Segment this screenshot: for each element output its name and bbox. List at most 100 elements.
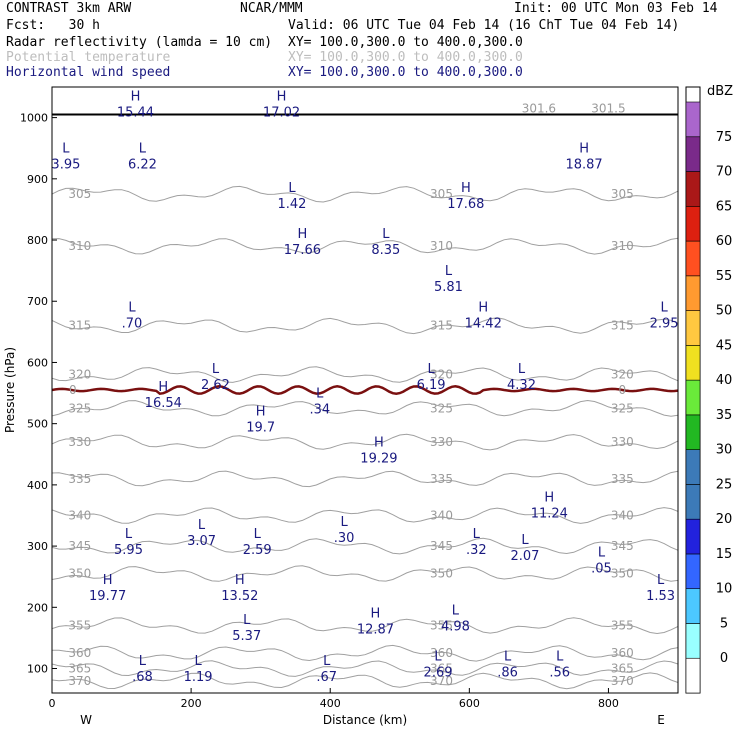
theta-label-320: 320 (430, 368, 453, 382)
wind-extremum-type: H (544, 490, 554, 505)
colorbar-level-label: 75 (716, 130, 733, 145)
wind-extremum-value: 16.54 (145, 396, 182, 411)
field3-name: Horizontal wind speed (6, 65, 171, 80)
x-tick-label: 400 (320, 697, 341, 710)
field3-xy: XY= 100.0,300.0 to 400.0,300.0 (288, 65, 523, 80)
wind-extremum-type: L (452, 604, 460, 619)
valid-time: Valid: 06 UTC Tue 04 Feb 14 (16 ChT Tue … (288, 18, 680, 33)
theta-label-310: 310 (68, 239, 91, 253)
wind-extremum-type: L (316, 386, 324, 401)
y-tick-label: 900 (27, 173, 48, 186)
colorbar-level-label: 45 (716, 338, 733, 353)
freezing-level-line (52, 385, 678, 396)
field1-xy: XY= 100.0,300.0 to 400.0,300.0 (288, 35, 523, 50)
wind-extremum-type: H (579, 141, 589, 156)
wind-extremum-type: L (243, 613, 251, 628)
wind-extremum-value: 17.66 (284, 243, 321, 258)
wind-extremum-type: L (254, 527, 262, 542)
theta-line-320 (52, 366, 678, 383)
wind-extremum-type: L (212, 362, 220, 377)
wind-extremum-value: 3.95 (51, 157, 80, 172)
wind-extremum-value: 5.95 (114, 543, 143, 558)
colorbar-level-label: 30 (716, 443, 733, 458)
wind-extremum-value: 6.19 (417, 378, 446, 393)
colorbar-level-label: 40 (716, 373, 733, 388)
colorbar-swatch (685, 171, 701, 207)
wind-extremum-value: 11.24 (531, 506, 568, 521)
theta-label-350: 350 (68, 567, 91, 581)
wind-extremum-value: .68 (132, 670, 153, 685)
theta-line-335 (52, 470, 678, 488)
theta-label-335: 335 (430, 472, 453, 486)
y-tick-label: 700 (27, 295, 48, 308)
colorbar-swatch (685, 657, 701, 694)
plot-border (51, 86, 679, 694)
x-tick-label: 600 (459, 697, 480, 710)
wind-extremum-type: L (198, 518, 206, 533)
wind-extremum-value: 2.07 (511, 549, 540, 564)
theta-label-305: 305 (68, 187, 91, 201)
wind-extremum-type: L (657, 573, 665, 588)
theta-line-310 (52, 237, 678, 255)
wind-extremum-value: 4.32 (507, 378, 536, 393)
wind-extremum-type: L (556, 650, 564, 665)
theta-label-345: 345 (611, 539, 634, 553)
wind-extremum-value: 3.07 (187, 534, 216, 549)
theta-line-345 (52, 537, 678, 555)
theta-line-350 (52, 565, 678, 582)
y-tick-label: 200 (27, 601, 48, 614)
wind-extremum-type: L (598, 545, 606, 560)
theta-line-325 (52, 399, 678, 417)
wind-extremum-type: H (158, 380, 168, 395)
wind-extremum-value: 17.02 (263, 105, 300, 120)
theta-surface-label: 301.6 (522, 101, 556, 115)
colorbar-swatch (685, 518, 701, 555)
wind-extremum-value: .32 (466, 543, 487, 558)
wind-extremum-type: H (256, 405, 266, 420)
colorbar-swatch (685, 449, 701, 485)
colorbar-swatch (685, 414, 701, 450)
colorbar-swatch (685, 240, 701, 277)
wind-extremum-value: 1.53 (646, 589, 675, 604)
field1-name: Radar reflectivity (lamda = 10 cm) (6, 35, 273, 50)
wind-extremum-value: .05 (591, 561, 612, 576)
colorbar-level-label: 5 (720, 616, 728, 631)
wind-extrema: L.68L1.19L.67L2.69L.86L.56L5.37H12.87L4.… (51, 89, 678, 685)
theta-label-315: 315 (68, 319, 91, 333)
y-tick-label: 300 (27, 540, 48, 553)
theta-line-330 (52, 433, 678, 451)
wind-extremum-type: L (445, 264, 453, 279)
theta-line-305 (52, 185, 678, 203)
wind-extremum-type: L (434, 650, 442, 665)
wind-extremum-value: 14.42 (465, 317, 502, 332)
colorbar-swatch (685, 345, 701, 381)
wind-extremum-type: L (660, 301, 668, 316)
colorbar-level-label: 0 (720, 651, 728, 666)
wind-extremum-value: 2.62 (201, 378, 230, 393)
colorbar-level-label: 65 (716, 199, 733, 214)
wind-extremum-type: L (427, 362, 435, 377)
theta-label-310: 310 (430, 239, 453, 253)
wind-extremum-type: L (62, 141, 70, 156)
y-axis: 100 200 300 400 500 600 700 800 900 1000 (20, 112, 57, 676)
wind-extremum-type: H (131, 89, 141, 104)
colorbar-swatch (685, 484, 701, 520)
colorbar-swatch (685, 310, 701, 346)
freezing-level-label: 0 (69, 383, 77, 397)
model-title: CONTRAST 3km ARW (6, 1, 132, 16)
wind-extremum-value: 15.44 (117, 105, 154, 120)
theta-label-305: 305 (430, 187, 453, 201)
field2-name: Potential temperature (6, 50, 171, 65)
colorbar-swatch (685, 101, 701, 138)
theta-label-370: 370 (430, 674, 453, 688)
wind-extremum-type: L (139, 141, 147, 156)
theta-label-350: 350 (611, 567, 634, 581)
theta-line-355 (52, 617, 678, 635)
theta-label-370: 370 (611, 674, 634, 688)
wind-extremum-type: L (473, 527, 481, 542)
wind-extremum-type: L (518, 362, 526, 377)
theta-label-350: 350 (430, 567, 453, 581)
theta-label-365: 365 (430, 662, 453, 676)
